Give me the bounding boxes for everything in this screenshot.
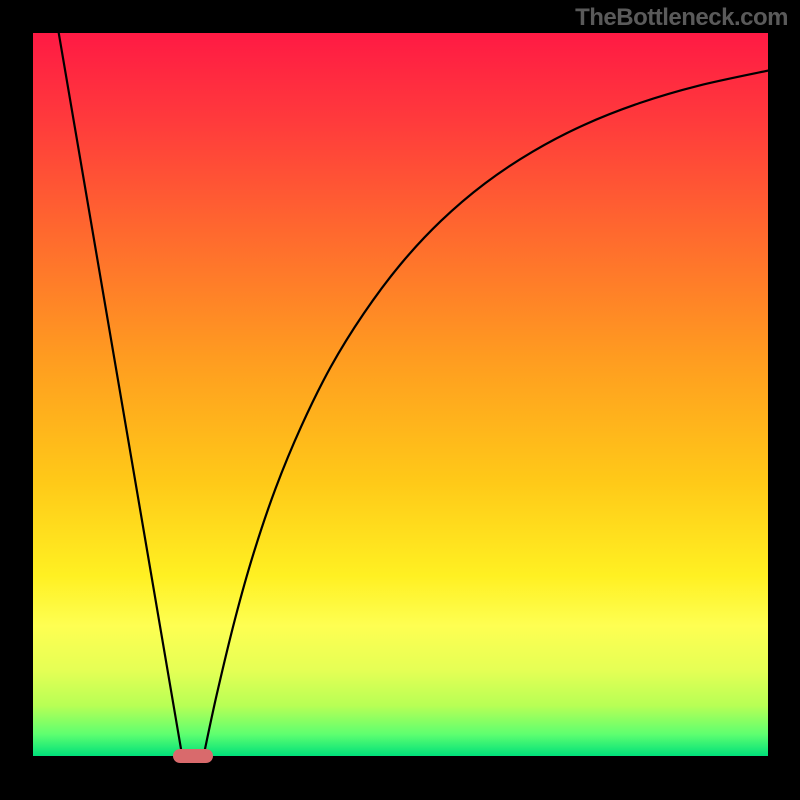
chart-container: TheBottleneck.com [0,0,800,800]
curve-layer [33,33,768,756]
plot-area [33,33,768,756]
minimum-marker [173,749,213,763]
watermark-text: TheBottleneck.com [575,4,788,32]
